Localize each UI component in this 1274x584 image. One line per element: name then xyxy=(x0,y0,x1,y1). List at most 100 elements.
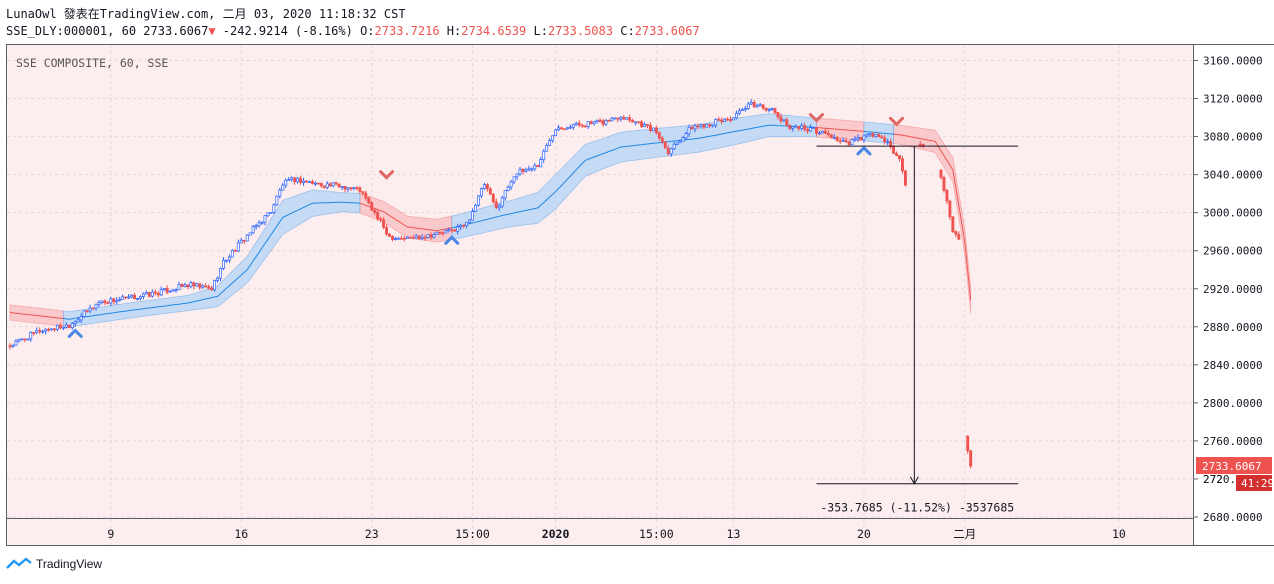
candle-body xyxy=(669,148,673,155)
candle-body xyxy=(672,143,676,150)
candle-body xyxy=(732,117,735,121)
candle-body xyxy=(305,180,308,183)
candle-body xyxy=(696,125,700,128)
candle-body xyxy=(788,124,792,129)
bull-midline xyxy=(63,201,360,320)
price-tick-label: 3080.0000 xyxy=(1203,131,1263,144)
candle-body xyxy=(26,338,30,341)
candle-body xyxy=(343,186,347,190)
candle-body xyxy=(957,233,961,240)
candle-body xyxy=(239,239,243,244)
candle-body xyxy=(257,222,261,227)
candle-body xyxy=(67,324,71,328)
ohlc-legend: SSE_DLY:000001, 60 2733.6067▼ -242.9214 … xyxy=(6,24,700,38)
candle-body xyxy=(153,291,157,294)
candle-body xyxy=(112,298,116,303)
candle-body xyxy=(435,231,439,235)
candle-body xyxy=(20,338,24,341)
candle-body xyxy=(174,289,178,292)
last-price: 2733.6067 xyxy=(143,24,209,38)
candle-body xyxy=(394,238,397,240)
price-tick-label: 2840.0000 xyxy=(1203,359,1263,372)
candle-body xyxy=(474,204,477,212)
candle-body xyxy=(233,250,237,252)
candle-body xyxy=(331,182,335,187)
candle-body xyxy=(651,127,655,132)
candle-body xyxy=(251,226,255,234)
candle-body xyxy=(903,170,907,186)
candle-body xyxy=(898,155,901,160)
measure-label: -353.7685 (-11.52%) -3537685 xyxy=(820,501,1014,515)
candle-body xyxy=(592,121,596,124)
candle-body xyxy=(815,127,818,134)
candle-body xyxy=(106,302,110,305)
sell-signal-icon xyxy=(808,113,824,123)
candle-body xyxy=(494,201,498,209)
candle-body xyxy=(877,134,881,138)
candle-body xyxy=(370,202,374,211)
candle-body xyxy=(260,221,264,224)
candle-body xyxy=(349,187,353,190)
candle-body xyxy=(560,127,563,130)
countdown-badge xyxy=(1236,475,1272,492)
candle-body xyxy=(32,331,36,334)
candle-body xyxy=(518,169,522,175)
candle-body xyxy=(812,127,815,129)
candle-body xyxy=(426,234,430,239)
candle-body xyxy=(533,165,537,170)
candle-body xyxy=(640,121,643,127)
open-value: 2733.7216 xyxy=(374,24,440,38)
candle-body xyxy=(868,133,872,135)
bear-midline xyxy=(9,312,64,319)
candle-body xyxy=(139,296,142,299)
candle-body xyxy=(740,109,744,112)
candle-body xyxy=(447,229,451,232)
candle-body xyxy=(826,132,830,136)
candle-body xyxy=(512,176,516,183)
candle-body xyxy=(779,116,783,122)
candle-body xyxy=(121,296,125,300)
candle-body xyxy=(133,294,136,300)
candle-body xyxy=(577,122,581,126)
candle-body xyxy=(346,187,350,190)
candle-body xyxy=(361,191,365,194)
candle-body xyxy=(322,185,326,188)
candle-body xyxy=(213,280,217,291)
price-tick-label: 3000.0000 xyxy=(1203,207,1263,220)
price-tick-label: 3160.0000 xyxy=(1203,55,1263,68)
candle-body xyxy=(619,116,623,120)
candle-body xyxy=(468,219,472,223)
tradingview-brand[interactable]: TradingView xyxy=(36,557,103,571)
buy-signal-icon xyxy=(856,145,872,156)
candle-body xyxy=(376,212,380,220)
candle-body xyxy=(70,323,74,328)
candle-body xyxy=(646,124,649,126)
candle-body xyxy=(210,287,214,291)
candle-body xyxy=(245,234,249,242)
candle-body xyxy=(648,124,652,132)
candle-body xyxy=(835,136,839,142)
candle-body xyxy=(886,141,890,143)
candle-body xyxy=(64,324,68,328)
candle-body xyxy=(859,137,863,140)
candle-body xyxy=(462,225,466,227)
candle-body xyxy=(97,302,101,305)
candle-body xyxy=(396,237,400,240)
candle-body xyxy=(391,236,394,240)
price-tick-label-partial: 272 xyxy=(1203,473,1223,486)
buy-signal-icon xyxy=(67,328,83,338)
price-tick-label: 2680.0000 xyxy=(1203,511,1263,524)
candle-body xyxy=(625,117,629,120)
candle-body xyxy=(222,259,225,269)
candle-body xyxy=(11,344,15,347)
candle-body xyxy=(699,124,703,127)
bull-band xyxy=(451,113,817,240)
candle-body xyxy=(705,123,709,128)
candle-body xyxy=(743,108,747,110)
time-tick-label: 10 xyxy=(1112,527,1126,541)
candle-body xyxy=(684,133,688,139)
candle-body xyxy=(275,195,279,206)
candle-body xyxy=(355,187,359,189)
candle-body xyxy=(752,102,756,108)
